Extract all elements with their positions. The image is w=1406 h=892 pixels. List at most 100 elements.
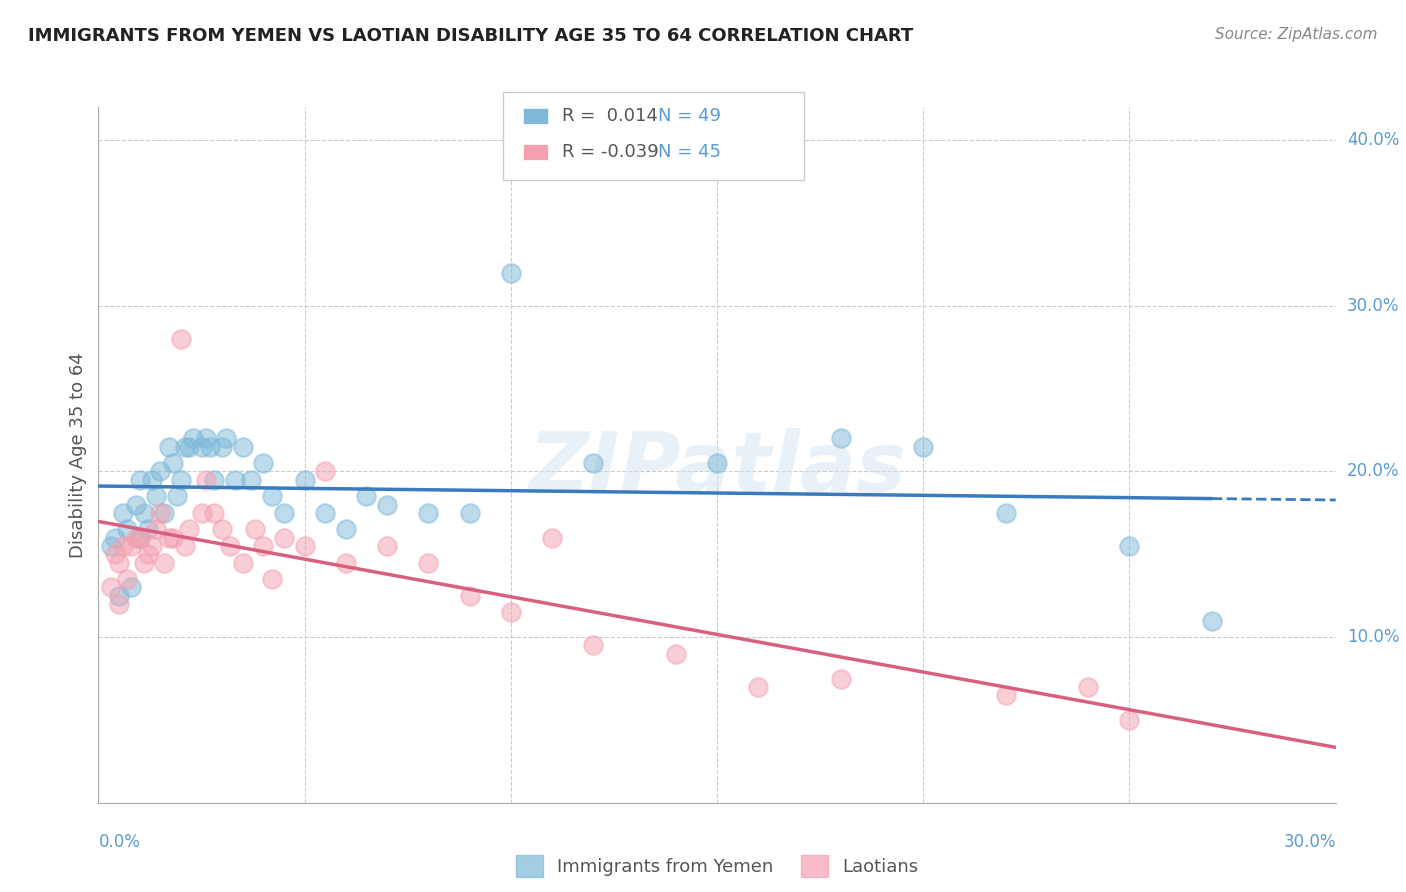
Point (157, 440, 180, 454)
Point (243, 523, 266, 537)
Point (356, 489, 378, 503)
Point (170, 332, 193, 346)
Point (128, 473, 150, 487)
Point (260, 489, 283, 503)
Point (224, 473, 246, 487)
Point (202, 473, 225, 487)
Text: 0.0%: 0.0% (98, 833, 141, 851)
Point (273, 506, 295, 520)
Point (215, 431, 238, 445)
Point (112, 506, 135, 520)
Point (179, 523, 201, 537)
Point (418, 556, 440, 570)
Point (1118, 713, 1140, 727)
Point (335, 556, 357, 570)
Point (174, 539, 197, 553)
Point (830, 431, 852, 445)
Point (149, 465, 172, 479)
Point (100, 539, 122, 553)
Text: 30.0%: 30.0% (1347, 297, 1399, 315)
Point (145, 523, 167, 537)
Point (458, 589, 481, 603)
Point (124, 498, 146, 512)
Point (314, 506, 336, 520)
Point (153, 556, 176, 570)
Text: 20.0%: 20.0% (1347, 462, 1399, 481)
Point (747, 680, 769, 694)
Text: N = 45: N = 45 (658, 143, 721, 161)
Point (170, 473, 193, 487)
Point (179, 440, 201, 454)
Point (108, 556, 131, 570)
Point (157, 531, 180, 545)
Text: Source: ZipAtlas.com: Source: ZipAtlas.com (1215, 27, 1378, 42)
Point (190, 506, 212, 520)
Point (117, 572, 139, 586)
Text: ZIPatlas: ZIPatlas (529, 428, 905, 509)
Point (104, 531, 127, 545)
Point (162, 456, 184, 470)
Point (458, 506, 481, 520)
Point (194, 431, 217, 445)
Point (1201, 614, 1223, 628)
Point (166, 489, 188, 503)
Point (120, 539, 142, 553)
Point (252, 539, 274, 553)
Point (582, 456, 605, 470)
Point (141, 473, 163, 487)
Point (219, 539, 242, 553)
Point (153, 506, 176, 520)
Point (294, 473, 316, 487)
Point (1118, 539, 1140, 553)
Point (136, 523, 159, 537)
Point (314, 465, 336, 479)
Point (294, 539, 316, 553)
Point (149, 506, 172, 520)
Point (141, 539, 163, 553)
Point (252, 456, 274, 470)
Point (994, 506, 1017, 520)
Text: R = -0.039: R = -0.039 (562, 143, 659, 161)
Point (117, 523, 139, 537)
Point (335, 523, 357, 537)
Point (112, 539, 135, 553)
Point (194, 473, 217, 487)
Point (665, 647, 688, 661)
Point (174, 440, 197, 454)
Point (830, 672, 852, 686)
Point (181, 431, 204, 445)
Point (240, 473, 263, 487)
Text: N = 49: N = 49 (658, 107, 721, 125)
Point (211, 523, 233, 537)
Point (132, 556, 155, 570)
Point (120, 581, 142, 595)
Point (499, 605, 522, 619)
Point (582, 639, 605, 653)
Point (108, 597, 131, 611)
Text: R =  0.014: R = 0.014 (562, 107, 658, 125)
Point (273, 531, 295, 545)
Point (232, 440, 254, 454)
Point (128, 531, 150, 545)
Point (499, 266, 522, 280)
Point (1077, 680, 1099, 694)
Point (706, 456, 728, 470)
Point (418, 506, 440, 520)
Point (994, 688, 1017, 702)
Point (100, 581, 122, 595)
Y-axis label: Disability Age 35 to 64: Disability Age 35 to 64 (69, 352, 87, 558)
Text: IMMIGRANTS FROM YEMEN VS LAOTIAN DISABILITY AGE 35 TO 64 CORRELATION CHART: IMMIGRANTS FROM YEMEN VS LAOTIAN DISABIL… (28, 27, 914, 45)
Point (198, 440, 221, 454)
Point (190, 440, 212, 454)
Text: 30.0%: 30.0% (1284, 833, 1336, 851)
Point (128, 531, 150, 545)
Point (260, 572, 283, 586)
Point (108, 589, 131, 603)
Text: 40.0%: 40.0% (1347, 131, 1399, 149)
Point (375, 498, 398, 512)
Point (132, 506, 155, 520)
Point (202, 506, 225, 520)
Point (124, 531, 146, 545)
Point (136, 547, 159, 561)
Point (162, 531, 184, 545)
